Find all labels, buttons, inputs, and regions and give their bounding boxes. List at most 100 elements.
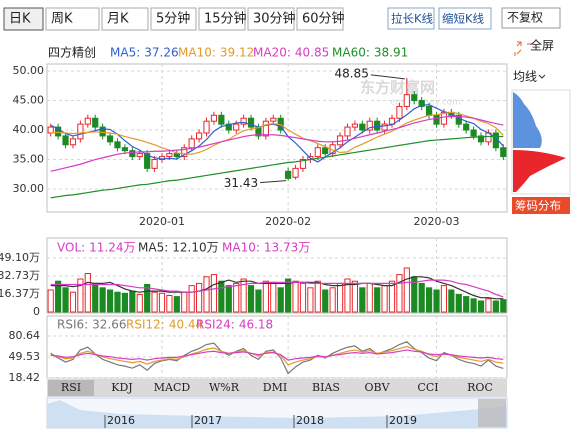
volume-bar — [158, 292, 166, 313]
candle-body — [463, 123, 470, 131]
adjust-select-label[interactable]: 不复权 — [507, 11, 543, 25]
navigator-year: 2017 — [194, 414, 222, 427]
legend-value: 37.26 — [144, 46, 178, 60]
indicator-tab[interactable]: MACD — [154, 381, 191, 394]
period-tab-label[interactable]: 月K — [107, 12, 129, 27]
zoom-button[interactable] — [438, 7, 492, 30]
candle-body — [396, 105, 403, 119]
y-tick-label: 45.00 — [13, 94, 45, 107]
candle-body — [136, 153, 143, 158]
candle-body — [322, 147, 329, 155]
zoom-button-label[interactable]: 缩短K线 — [442, 12, 485, 26]
y-tick-label: 18.42 — [9, 371, 41, 384]
legend-name: MA5: — [138, 241, 168, 255]
volume-bar — [218, 280, 225, 313]
navigator-year: 2018 — [296, 414, 324, 427]
period-tab[interactable] — [101, 7, 149, 31]
y-tick-label: 40.00 — [13, 123, 45, 136]
period-tab-label[interactable]: 周K — [51, 12, 73, 27]
ma-label[interactable]: 均线 — [513, 70, 537, 84]
zoom-button[interactable] — [387, 7, 435, 30]
volume-bar — [210, 274, 218, 313]
y-tick-label: 49.53 — [9, 350, 41, 363]
indicator-tab[interactable]: CCI — [417, 381, 438, 394]
indicator-tab[interactable]: ROC — [467, 381, 493, 394]
period-tab-label[interactable]: 60分钟 — [302, 11, 345, 27]
legend-value: 11.24万 — [89, 241, 135, 255]
candle-body — [233, 123, 240, 131]
candle-body — [270, 117, 277, 122]
ma-line — [50, 345, 504, 366]
volume-bar — [240, 278, 247, 313]
chips-button[interactable] — [512, 197, 570, 214]
ma-line — [50, 276, 504, 300]
period-tab-label[interactable]: 5分钟 — [156, 11, 190, 27]
candle-body — [477, 135, 485, 143]
period-tab-label[interactable]: 30分钟 — [253, 11, 296, 27]
period-tab[interactable] — [198, 7, 246, 31]
indicator-tab[interactable]: KDJ — [111, 381, 132, 394]
ma-line — [50, 115, 504, 172]
y-tick-label: 50.00 — [13, 64, 45, 77]
volume-bar — [255, 289, 262, 313]
min-annotation: 31.43 — [224, 176, 258, 190]
period-tab-label[interactable]: 日K — [9, 12, 31, 27]
candle-body — [55, 126, 62, 137]
chips-label[interactable]: 筹码分布 — [515, 199, 561, 213]
volume-bar — [359, 287, 366, 313]
ma-arrow — [538, 74, 546, 79]
indicator-tab[interactable]: BIAS — [312, 381, 340, 394]
candle-body — [62, 135, 69, 146]
indicator-tab[interactable]: OBV — [364, 381, 390, 394]
zoom-button-label[interactable]: 拉长K线 — [391, 12, 434, 26]
period-tab-label[interactable]: 15分钟 — [204, 11, 247, 27]
candle-body — [366, 120, 373, 131]
indicator-tab[interactable]: W%R — [209, 381, 240, 394]
legend-name: RSI12: — [126, 318, 165, 332]
volume-bar — [233, 282, 240, 313]
volume-bar — [247, 285, 255, 313]
y-tick-label: 80.64 — [9, 329, 41, 342]
fullscreen-label[interactable]: 全屏 — [530, 38, 554, 53]
indicator-tab[interactable]: DMI — [263, 381, 287, 394]
volume-bar — [344, 278, 351, 313]
candle-body — [129, 150, 136, 158]
period-tab[interactable] — [150, 7, 197, 31]
indicator-tab[interactable]: RSI — [61, 381, 81, 394]
volume-bar — [292, 280, 299, 313]
adjust-select[interactable] — [501, 7, 561, 29]
y-tick-label: 35.00 — [13, 153, 45, 166]
candle-body — [403, 94, 410, 107]
volume-bar — [262, 280, 269, 313]
ma-line — [50, 279, 504, 298]
candle-body — [77, 123, 84, 140]
volume-bar — [455, 293, 462, 313]
legend-name: RSI6: — [57, 318, 88, 332]
volume-bar — [388, 280, 396, 313]
annotation-arrow — [260, 180, 287, 184]
period-tab[interactable] — [296, 7, 344, 31]
candle-body — [299, 159, 307, 169]
y-tick-label: 30.00 — [13, 182, 45, 195]
volume-bar — [270, 281, 277, 313]
volume-bar — [329, 287, 336, 313]
indicator-bar — [47, 379, 507, 397]
volume-bar — [307, 287, 314, 313]
volume-bar — [77, 278, 84, 313]
candle-body — [92, 117, 99, 128]
navigator-handle[interactable] — [478, 399, 506, 427]
candle-body — [470, 129, 477, 137]
period-tab[interactable] — [45, 7, 100, 31]
ma-line — [50, 349, 504, 361]
legend-value: 12.10万 — [172, 241, 218, 255]
volume-bar — [470, 298, 477, 313]
ma-line — [50, 135, 504, 199]
volume-bar — [403, 267, 410, 313]
ma-line — [50, 104, 504, 163]
candle-body — [181, 147, 188, 158]
candle-body — [240, 117, 247, 125]
volume-bar — [485, 298, 492, 313]
legend-value: 40.44 — [169, 318, 203, 332]
period-tab[interactable] — [3, 7, 44, 31]
period-tab[interactable] — [247, 7, 295, 31]
